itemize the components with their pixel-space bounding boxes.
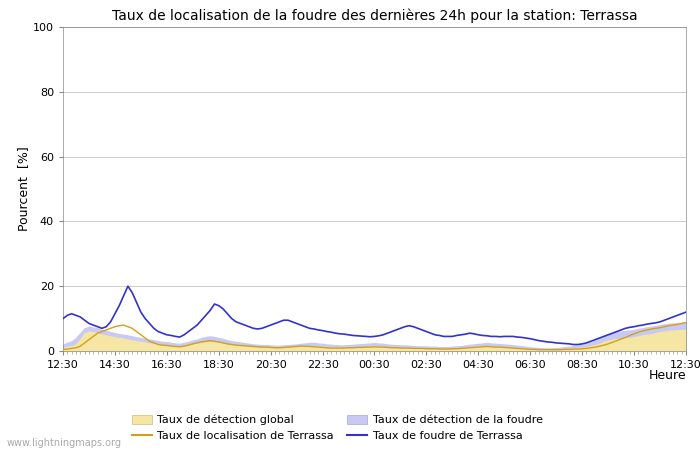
Legend: Taux de détection global, Taux de localisation de Terrassa, Taux de détection de: Taux de détection global, Taux de locali… [132,415,542,441]
Title: Taux de localisation de la foudre des dernières 24h pour la station: Terrassa: Taux de localisation de la foudre des de… [112,9,637,23]
Text: www.lightningmaps.org: www.lightningmaps.org [7,438,122,448]
Y-axis label: Pourcent  [%]: Pourcent [%] [18,147,30,231]
Text: Heure: Heure [648,369,686,382]
